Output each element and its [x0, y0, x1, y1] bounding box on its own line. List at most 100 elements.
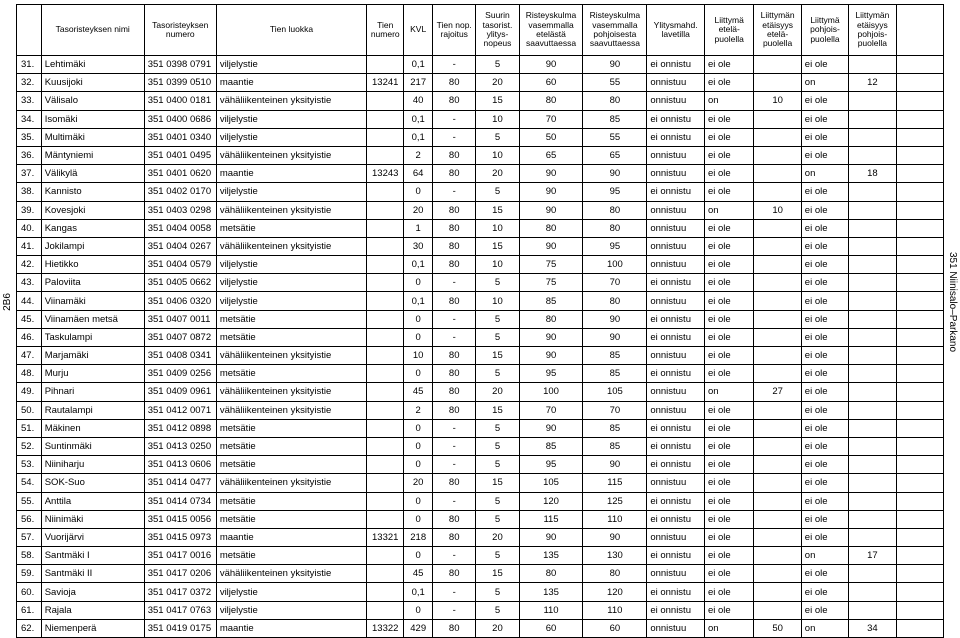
cell: 42.	[17, 256, 42, 274]
cell: 34	[849, 619, 896, 637]
cell: 351 0408 0341	[144, 347, 216, 365]
cell	[849, 219, 896, 237]
cell: 41.	[17, 237, 42, 255]
cell: metsätie	[216, 419, 366, 437]
cell: ei ole	[704, 274, 753, 292]
cell: -	[433, 128, 476, 146]
cell: 351 0415 0056	[144, 510, 216, 528]
cell	[896, 419, 943, 437]
cell: 351 0404 0267	[144, 237, 216, 255]
cell	[754, 456, 801, 474]
cell: 90	[519, 528, 583, 546]
cell: 75	[519, 274, 583, 292]
cell: 15	[476, 92, 519, 110]
cell: ei ole	[704, 237, 753, 255]
cell: 100	[519, 383, 583, 401]
cell	[896, 547, 943, 565]
cell: 0	[404, 547, 433, 565]
cell: 80	[583, 565, 647, 583]
cell: -	[433, 492, 476, 510]
cell	[849, 183, 896, 201]
cell	[849, 256, 896, 274]
cell: 85	[583, 110, 647, 128]
cell: Murju	[41, 365, 144, 383]
table-row: 33.Välisalo351 0400 0181vähäliikenteinen…	[17, 92, 944, 110]
cell: metsätie	[216, 492, 366, 510]
cell: Hietikko	[41, 256, 144, 274]
cell	[849, 510, 896, 528]
cell	[367, 92, 404, 110]
cell	[896, 565, 943, 583]
cell: 120	[583, 583, 647, 601]
cell	[754, 547, 801, 565]
cell	[367, 347, 404, 365]
cell: onnistuu	[647, 146, 705, 164]
cell	[849, 347, 896, 365]
cell	[896, 201, 943, 219]
cell: 351 0419 0175	[144, 619, 216, 637]
cell: 13241	[367, 74, 404, 92]
cell: on	[801, 165, 848, 183]
cell: onnistuu	[647, 237, 705, 255]
cell: ei ole	[801, 456, 848, 474]
cell: 80	[519, 219, 583, 237]
cell: onnistuu	[647, 92, 705, 110]
cell: 80	[433, 383, 476, 401]
cell	[367, 146, 404, 164]
cell: 15	[476, 474, 519, 492]
cell	[849, 583, 896, 601]
cell: vähäliikenteinen yksityistie	[216, 146, 366, 164]
cell	[896, 528, 943, 546]
cell: vähäliikenteinen yksityistie	[216, 347, 366, 365]
cell: Jokilampi	[41, 237, 144, 255]
cell: ei ole	[704, 328, 753, 346]
cell: ei ole	[704, 583, 753, 601]
cell: 65	[583, 146, 647, 164]
cell: -	[433, 583, 476, 601]
cell: 10	[754, 201, 801, 219]
cell: 20	[404, 474, 433, 492]
cell: 15	[476, 237, 519, 255]
table-row: 45.Viinamäen metsä351 0407 0011metsätie0…	[17, 310, 944, 328]
cell: ei ole	[801, 365, 848, 383]
cell: ei ole	[704, 56, 753, 74]
cell: 80	[433, 219, 476, 237]
cell	[367, 56, 404, 74]
cell: 5	[476, 365, 519, 383]
cell: 351 0413 0606	[144, 456, 216, 474]
cell: ei ole	[801, 383, 848, 401]
cell	[849, 528, 896, 546]
cell: 0	[404, 310, 433, 328]
cell: 5	[476, 183, 519, 201]
cell: onnistuu	[647, 528, 705, 546]
cell: 60.	[17, 583, 42, 601]
cell	[754, 583, 801, 601]
cell: 0	[404, 492, 433, 510]
cell: 0,1	[404, 583, 433, 601]
cell: viljelystie	[216, 110, 366, 128]
cell: 0	[404, 419, 433, 437]
cell: ei ole	[704, 74, 753, 92]
cell	[849, 128, 896, 146]
cell: 351 0409 0256	[144, 365, 216, 383]
cell	[754, 492, 801, 510]
cell	[754, 165, 801, 183]
cell: ei ole	[704, 437, 753, 455]
cell	[896, 619, 943, 637]
cell: Lehtimäki	[41, 56, 144, 74]
cell: 5	[476, 274, 519, 292]
cell: ei ole	[704, 419, 753, 437]
cell: -	[433, 110, 476, 128]
table-row: 43.Paloviita351 0405 0662viljelystie0-57…	[17, 274, 944, 292]
cell: ei ole	[704, 146, 753, 164]
cell: 90	[583, 456, 647, 474]
cell	[896, 165, 943, 183]
cell	[754, 437, 801, 455]
cell: 80	[583, 92, 647, 110]
table-row: 40.Kangas351 0404 0058metsätie180108080o…	[17, 219, 944, 237]
table-row: 31.Lehtimäki351 0398 0791viljelystie0,1-…	[17, 56, 944, 74]
cell: 15	[476, 401, 519, 419]
cell: 351 0414 0734	[144, 492, 216, 510]
cell: 90	[519, 201, 583, 219]
table-row: 39.Kovesjoki351 0403 0298vähäliikenteine…	[17, 201, 944, 219]
